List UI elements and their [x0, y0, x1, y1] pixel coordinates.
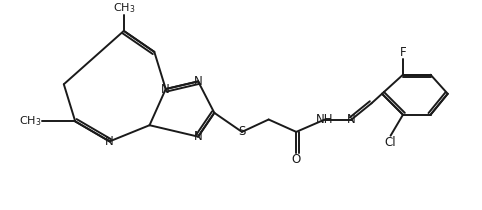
Text: N: N: [105, 135, 114, 148]
Text: S: S: [238, 125, 246, 138]
Text: N: N: [161, 83, 170, 96]
Text: N: N: [347, 113, 356, 126]
Text: Cl: Cl: [385, 136, 396, 149]
Text: NH: NH: [316, 113, 334, 126]
Text: O: O: [292, 153, 301, 166]
Text: N: N: [194, 130, 202, 143]
Text: N: N: [194, 75, 202, 88]
Text: CH$_3$: CH$_3$: [113, 1, 135, 15]
Text: F: F: [400, 46, 406, 59]
Text: CH$_3$: CH$_3$: [19, 114, 42, 128]
